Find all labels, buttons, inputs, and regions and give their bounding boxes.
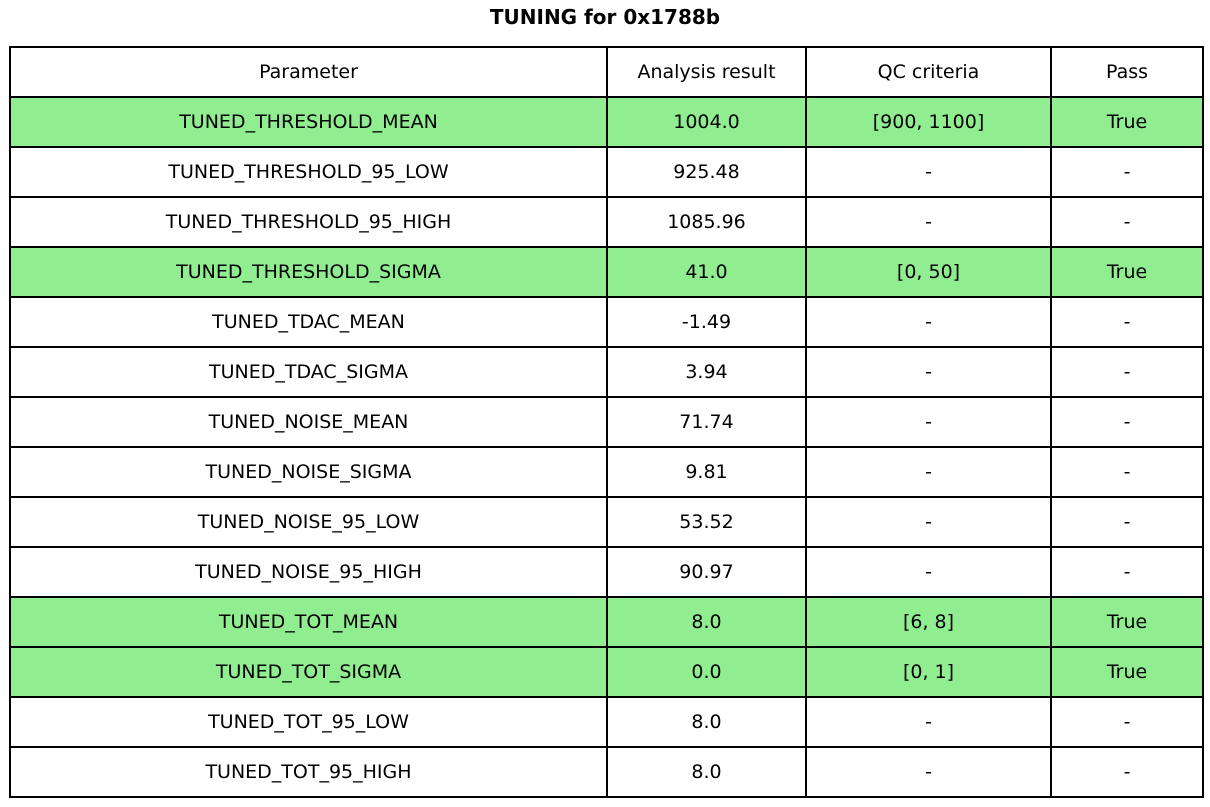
header-row: Parameter Analysis result QC criteria Pa…: [9, 46, 1204, 98]
parameter-cell: TUNED_NOISE_MEAN: [9, 396, 608, 448]
parameter-cell: TUNED_TOT_SIGMA: [9, 646, 608, 698]
parameter-cell: TUNED_TOT_MEAN: [9, 596, 608, 648]
qc-criteria-cell: -: [805, 396, 1052, 448]
pass-cell: -: [1050, 546, 1204, 598]
qc-criteria-cell: -: [805, 746, 1052, 798]
analysis-result-cell: 71.74: [606, 396, 807, 448]
table-row: TUNED_TDAC_MEAN -1.49- -: [9, 296, 1204, 348]
table-row: TUNED_TOT_95_LOW 8.0- -: [9, 696, 1204, 748]
pass-cell: True: [1050, 96, 1204, 148]
analysis-result-cell: 53.52: [606, 496, 807, 548]
table-row: TUNED_NOISE_95_LOW 53.52- -: [9, 496, 1204, 548]
qc-criteria-cell: -: [805, 546, 1052, 598]
pass-cell: -: [1050, 446, 1204, 498]
pass-cell: -: [1050, 196, 1204, 248]
pass-cell: -: [1050, 346, 1204, 398]
table-row: TUNED_NOISE_95_HIGH 90.97- -: [9, 546, 1204, 598]
pass-cell: -: [1050, 496, 1204, 548]
pass-cell: -: [1050, 146, 1204, 198]
analysis-result-cell: 0.0: [606, 646, 807, 698]
qc-criteria-cell: -: [805, 696, 1052, 748]
qc-criteria-cell: -: [805, 196, 1052, 248]
qc-criteria-cell: -: [805, 496, 1052, 548]
table-body: TUNED_THRESHOLD_MEAN 1004.0 [900, 1100] Tru…: [9, 96, 1204, 798]
header-pass: Pass: [1050, 46, 1204, 98]
analysis-result-cell: 9.81: [606, 446, 807, 498]
table-row: TUNED_NOISE_MEAN 71.74- -: [9, 396, 1204, 448]
analysis-result-cell: 1004.0: [606, 96, 807, 148]
pass-cell: True: [1050, 646, 1204, 698]
analysis-result-cell: 925.48: [606, 146, 807, 198]
analysis-result-cell: 8.0: [606, 696, 807, 748]
header-parameter: Parameter: [9, 46, 608, 98]
parameter-cell: TUNED_NOISE_95_HIGH: [9, 546, 608, 598]
qc-criteria-cell: -: [805, 296, 1052, 348]
qc-criteria-cell: [0, 50]: [805, 246, 1052, 298]
analysis-result-cell: 90.97: [606, 546, 807, 598]
table-row: TUNED_THRESHOLD_95_HIGH 1085.96- -: [9, 196, 1204, 248]
table-row: TUNED_TOT_95_HIGH 8.0- -: [9, 746, 1204, 798]
table-row: TUNED_THRESHOLD_SIGMA 41.0 [0, 50] True: [9, 246, 1204, 298]
header-qc-criteria: QC criteria: [805, 46, 1052, 98]
parameter-cell: TUNED_TDAC_SIGMA: [9, 346, 608, 398]
pass-cell: -: [1050, 396, 1204, 448]
qc-criteria-cell: -: [805, 146, 1052, 198]
pass-cell: -: [1050, 696, 1204, 748]
parameter-cell: TUNED_THRESHOLD_95_LOW: [9, 146, 608, 198]
table-row: TUNED_NOISE_SIGMA 9.81- -: [9, 446, 1204, 498]
qc-criteria-cell: [0, 1]: [805, 646, 1052, 698]
analysis-result-cell: 8.0: [606, 746, 807, 798]
pass-cell: -: [1050, 746, 1204, 798]
qc-criteria-cell: -: [805, 446, 1052, 498]
table-row: TUNED_TOT_MEAN 8.0 [6, 8] True: [9, 596, 1204, 648]
table-row: TUNED_TDAC_SIGMA 3.94- -: [9, 346, 1204, 398]
parameter-cell: TUNED_TOT_95_LOW: [9, 696, 608, 748]
qc-criteria-cell: [900, 1100]: [805, 96, 1052, 148]
table-row: TUNED_THRESHOLD_95_LOW 925.48- -: [9, 146, 1204, 198]
parameter-cell: TUNED_NOISE_SIGMA: [9, 446, 608, 498]
page-title: TUNING for 0x1788b: [489, 5, 721, 29]
tuning-table: Parameter Analysis result QC criteria Pa…: [9, 46, 1204, 798]
qc-criteria-cell: [6, 8]: [805, 596, 1052, 648]
parameter-cell: TUNED_TDAC_MEAN: [9, 296, 608, 348]
analysis-result-cell: 1085.96: [606, 196, 807, 248]
pass-cell: -: [1050, 296, 1204, 348]
parameter-cell: TUNED_TOT_95_HIGH: [9, 746, 608, 798]
table-row: TUNED_TOT_SIGMA 0.0 [0, 1] True: [9, 646, 1204, 698]
parameter-cell: TUNED_THRESHOLD_MEAN: [9, 96, 608, 148]
parameter-cell: TUNED_THRESHOLD_SIGMA: [9, 246, 608, 298]
pass-cell: True: [1050, 246, 1204, 298]
table-row: TUNED_THRESHOLD_MEAN 1004.0 [900, 1100] Tru…: [9, 96, 1204, 148]
analysis-result-cell: 41.0: [606, 246, 807, 298]
header-analysis-result: Analysis result: [606, 46, 807, 98]
parameter-cell: TUNED_THRESHOLD_95_HIGH: [9, 196, 608, 248]
qc-criteria-cell: -: [805, 346, 1052, 398]
pass-cell: True: [1050, 596, 1204, 648]
analysis-result-cell: 8.0: [606, 596, 807, 648]
analysis-result-cell: 3.94: [606, 346, 807, 398]
analysis-result-cell: -1.49: [606, 296, 807, 348]
parameter-cell: TUNED_NOISE_95_LOW: [9, 496, 608, 548]
